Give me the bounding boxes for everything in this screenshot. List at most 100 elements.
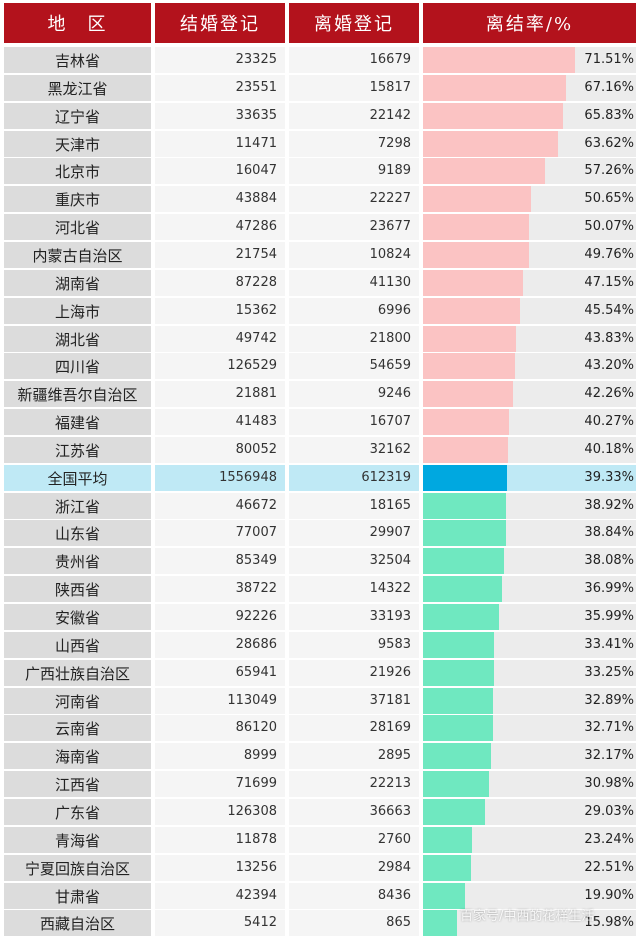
- rate-bar: [423, 827, 472, 853]
- region-cell: 广东省: [4, 799, 151, 825]
- table-row: 陕西省 38722 14322 36.99%: [0, 576, 640, 602]
- marriage-count-cell: 46672: [155, 493, 285, 519]
- divorce-count-cell: 865: [289, 910, 419, 936]
- rate-cell: 40.18%: [423, 437, 636, 463]
- rate-bar: [423, 381, 513, 407]
- region-cell: 浙江省: [4, 493, 151, 519]
- divorce-count-cell: 9246: [289, 381, 419, 407]
- divorce-count-cell: 32162: [289, 437, 419, 463]
- divorce-count-cell: 2895: [289, 743, 419, 769]
- table-row: 贵州省 85349 32504 38.08%: [0, 548, 640, 574]
- divorce-count-cell: 2984: [289, 855, 419, 881]
- rate-cell: 29.03%: [423, 799, 636, 825]
- rate-label: 47.15%: [584, 275, 634, 290]
- rate-bar: [423, 47, 575, 73]
- rate-bar: [423, 465, 507, 491]
- rate-cell: 65.83%: [423, 103, 636, 129]
- rate-cell: 32.89%: [423, 688, 636, 714]
- rate-cell: 40.27%: [423, 409, 636, 435]
- divorce-count-cell: 37181: [289, 688, 419, 714]
- rate-label: 15.98%: [584, 915, 634, 930]
- rate-bar: [423, 242, 529, 268]
- rate-cell: 49.76%: [423, 242, 636, 268]
- table-row: 北京市 16047 9189 57.26%: [0, 158, 640, 184]
- marriage-count-cell: 11471: [155, 131, 285, 157]
- rate-bar: [423, 715, 493, 741]
- rate-bar: [423, 214, 529, 240]
- table-row: 青海省 11878 2760 23.24%: [0, 827, 640, 853]
- rate-cell: 33.25%: [423, 660, 636, 686]
- rate-cell: 57.26%: [423, 158, 636, 184]
- region-cell: 青海省: [4, 827, 151, 853]
- rate-label: 29.03%: [584, 804, 634, 819]
- rate-label: 45.54%: [584, 303, 634, 318]
- header-divorce: 离婚登记: [289, 3, 419, 43]
- rate-label: 32.17%: [584, 748, 634, 763]
- marriage-count-cell: 15362: [155, 298, 285, 324]
- rate-label: 38.92%: [584, 498, 634, 513]
- rate-label: 33.25%: [584, 665, 634, 680]
- rate-bar: [423, 855, 471, 881]
- region-cell: 甘肃省: [4, 883, 151, 909]
- rate-label: 65.83%: [584, 108, 634, 123]
- table-row: 云南省 86120 28169 32.71%: [0, 715, 640, 741]
- marriage-count-cell: 23551: [155, 75, 285, 101]
- divorce-count-cell: 15817: [289, 75, 419, 101]
- region-cell: 吉林省: [4, 47, 151, 73]
- divorce-count-cell: 29907: [289, 520, 419, 546]
- rate-label: 40.27%: [584, 414, 634, 429]
- rate-label: 71.51%: [584, 52, 634, 67]
- divorce-count-cell: 41130: [289, 270, 419, 296]
- rate-label: 50.65%: [584, 191, 634, 206]
- marriage-count-cell: 21881: [155, 381, 285, 407]
- table-row: 西藏自治区 5412 865 15.98%: [0, 910, 640, 936]
- marriage-count-cell: 92226: [155, 604, 285, 630]
- divorce-count-cell: 28169: [289, 715, 419, 741]
- region-cell: 陕西省: [4, 576, 151, 602]
- region-cell: 四川省: [4, 353, 151, 379]
- divorce-count-cell: 54659: [289, 353, 419, 379]
- marriage-count-cell: 16047: [155, 158, 285, 184]
- rate-label: 43.20%: [584, 358, 634, 373]
- marriage-count-cell: 126529: [155, 353, 285, 379]
- rate-label: 33.41%: [584, 637, 634, 652]
- table-row: 天津市 11471 7298 63.62%: [0, 131, 640, 157]
- region-cell: 福建省: [4, 409, 151, 435]
- table-row: 福建省 41483 16707 40.27%: [0, 409, 640, 435]
- divorce-count-cell: 8436: [289, 883, 419, 909]
- marriage-count-cell: 65941: [155, 660, 285, 686]
- rate-cell: 71.51%: [423, 47, 636, 73]
- rate-bar: [423, 743, 491, 769]
- rate-cell: 63.62%: [423, 131, 636, 157]
- rate-bar: [423, 910, 457, 936]
- marriage-count-cell: 86120: [155, 715, 285, 741]
- rate-cell: 39.33%: [423, 465, 636, 491]
- table-row: 甘肃省 42394 8436 19.90%: [0, 883, 640, 909]
- header-rate: 离结率/%: [423, 3, 636, 43]
- table-row: 重庆市 43884 22227 50.65%: [0, 186, 640, 212]
- rate-label: 22.51%: [584, 860, 634, 875]
- marriage-count-cell: 38722: [155, 576, 285, 602]
- rate-bar: [423, 688, 493, 714]
- marriage-count-cell: 11878: [155, 827, 285, 853]
- rate-label: 30.98%: [584, 776, 634, 791]
- marriage-count-cell: 28686: [155, 632, 285, 658]
- region-cell: 云南省: [4, 715, 151, 741]
- region-cell: 湖北省: [4, 326, 151, 352]
- divorce-count-cell: 16707: [289, 409, 419, 435]
- divorce-count-cell: 14322: [289, 576, 419, 602]
- rate-label: 32.89%: [584, 693, 634, 708]
- region-cell: 北京市: [4, 158, 151, 184]
- marriage-count-cell: 41483: [155, 409, 285, 435]
- table-row: 湖北省 49742 21800 43.83%: [0, 326, 640, 352]
- region-cell: 西藏自治区: [4, 910, 151, 936]
- rate-bar: [423, 883, 465, 909]
- rate-label: 23.24%: [584, 832, 634, 847]
- region-cell: 上海市: [4, 298, 151, 324]
- marriage-count-cell: 71699: [155, 771, 285, 797]
- marriage-count-cell: 5412: [155, 910, 285, 936]
- marriage-count-cell: 1556948: [155, 465, 285, 491]
- table-row: 河南省 113049 37181 32.89%: [0, 688, 640, 714]
- rate-bar: [423, 326, 516, 352]
